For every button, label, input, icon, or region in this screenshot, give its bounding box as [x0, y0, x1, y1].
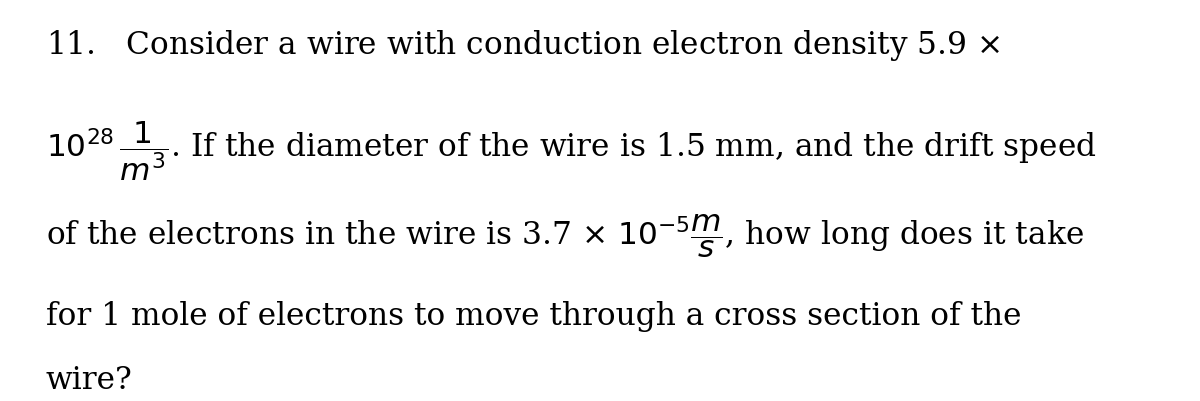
- Text: $10^{28}\,\dfrac{1}{m^3}$. If the diameter of the wire is 1.5 mm, and the drift : $10^{28}\,\dfrac{1}{m^3}$. If the diamet…: [46, 120, 1097, 183]
- Text: wire?: wire?: [46, 365, 132, 396]
- Text: of the electrons in the wire is 3.7 $\times$ $10^{-5}\dfrac{m}{s}$, how long doe: of the electrons in the wire is 3.7 $\ti…: [46, 213, 1084, 260]
- Text: for 1 mole of electrons to move through a cross section of the: for 1 mole of electrons to move through …: [46, 301, 1021, 332]
- Text: 11.   Consider a wire with conduction electron density 5.9 $\times$: 11. Consider a wire with conduction elec…: [46, 28, 1000, 63]
